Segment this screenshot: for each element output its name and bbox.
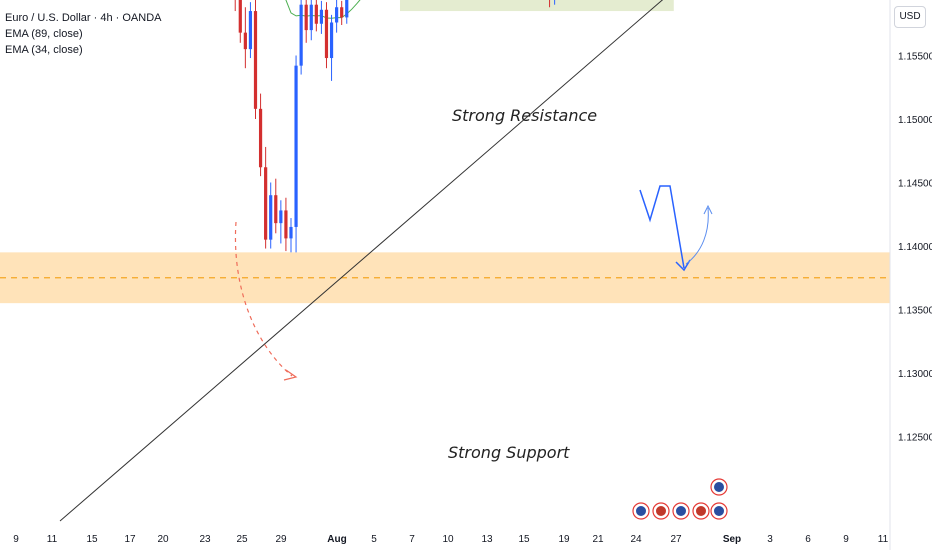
x-tick-label: 17 xyxy=(124,534,136,545)
candle-body xyxy=(248,11,253,50)
candle-body xyxy=(329,22,334,59)
y-tick-label: 1.13000 xyxy=(898,369,932,380)
x-tick-label: 9 xyxy=(843,534,849,545)
x-tick-label: 23 xyxy=(199,534,211,545)
candle-body xyxy=(294,65,298,227)
currency-button[interactable]: USD xyxy=(894,6,926,28)
candle-body xyxy=(345,0,349,18)
event-flag-icon xyxy=(656,506,666,516)
candle-body xyxy=(299,4,303,66)
chart-legend: Euro / U.S. Dollar · 4h · OANDA EMA (89,… xyxy=(5,10,162,58)
y-tick-label: 1.15000 xyxy=(898,115,932,126)
decline-arrowhead xyxy=(283,369,298,381)
y-tick-label: 1.14500 xyxy=(898,179,932,190)
y-tick-label: 1.12500 xyxy=(898,433,932,444)
candle-body xyxy=(319,9,324,24)
x-tick-label: 5 xyxy=(371,534,377,545)
instrument-title: Euro / U.S. Dollar · 4h · OANDA xyxy=(5,12,162,24)
candle-body xyxy=(274,195,278,224)
projection-arrowhead xyxy=(675,259,691,272)
candle-body xyxy=(309,4,313,31)
candle-body xyxy=(340,7,344,18)
support-label: Strong Support xyxy=(448,443,570,462)
candle-body xyxy=(243,32,247,50)
x-tick-label: 11 xyxy=(878,534,889,545)
event-flag-icon xyxy=(636,506,646,516)
x-tick-label: 20 xyxy=(157,534,169,545)
candle-body xyxy=(238,0,242,33)
x-tick-label: 27 xyxy=(670,534,682,545)
candle-body xyxy=(253,11,258,109)
x-tick-label: 6 xyxy=(805,534,811,545)
candle-body xyxy=(335,7,339,23)
x-tick-label: 15 xyxy=(518,534,530,545)
x-tick-label: 25 xyxy=(236,534,248,545)
y-tick-label: 1.13500 xyxy=(898,306,932,317)
event-flag-icon xyxy=(714,506,724,516)
y-tick-label: 1.14000 xyxy=(898,242,932,253)
candle-body xyxy=(284,210,288,239)
x-tick-label: 7 xyxy=(409,534,415,545)
x-tick-label: Sep xyxy=(723,534,741,545)
price-box-zone xyxy=(399,0,674,12)
x-tick-label: 13 xyxy=(481,534,493,545)
ascending-trendline xyxy=(59,0,664,522)
candle-body xyxy=(314,4,318,24)
event-flag-icon xyxy=(676,506,686,516)
x-tick-label: 21 xyxy=(592,534,604,545)
event-flag-icon xyxy=(714,482,724,492)
x-tick-label: 19 xyxy=(558,534,570,545)
rebound-arrow xyxy=(685,207,709,265)
ema-89-label: EMA (89, close) xyxy=(5,28,83,40)
candle-body xyxy=(258,108,263,168)
x-tick-label: 3 xyxy=(767,534,773,545)
ema-34-label: EMA (34, close) xyxy=(5,44,83,56)
projection-path xyxy=(639,185,685,269)
x-tick-label: 29 xyxy=(275,534,287,545)
x-tick-label: Aug xyxy=(327,534,346,545)
candle-body xyxy=(304,4,308,31)
x-tick-label: 15 xyxy=(86,534,98,545)
candle-body xyxy=(279,210,283,224)
candle-body xyxy=(289,226,293,239)
rebound-arrowhead xyxy=(703,204,713,215)
candle-body xyxy=(269,195,273,240)
x-tick-label: 11 xyxy=(47,534,58,545)
y-tick-label: 1.15500 xyxy=(898,52,932,63)
x-tick-label: 9 xyxy=(13,534,19,545)
x-tick-label: 24 xyxy=(630,534,642,545)
x-tick-label: 10 xyxy=(442,534,454,545)
event-flag-icon xyxy=(696,506,706,516)
candle-body xyxy=(264,167,268,240)
candle-body xyxy=(324,9,329,59)
resistance-label: Strong Resistance xyxy=(452,106,597,125)
